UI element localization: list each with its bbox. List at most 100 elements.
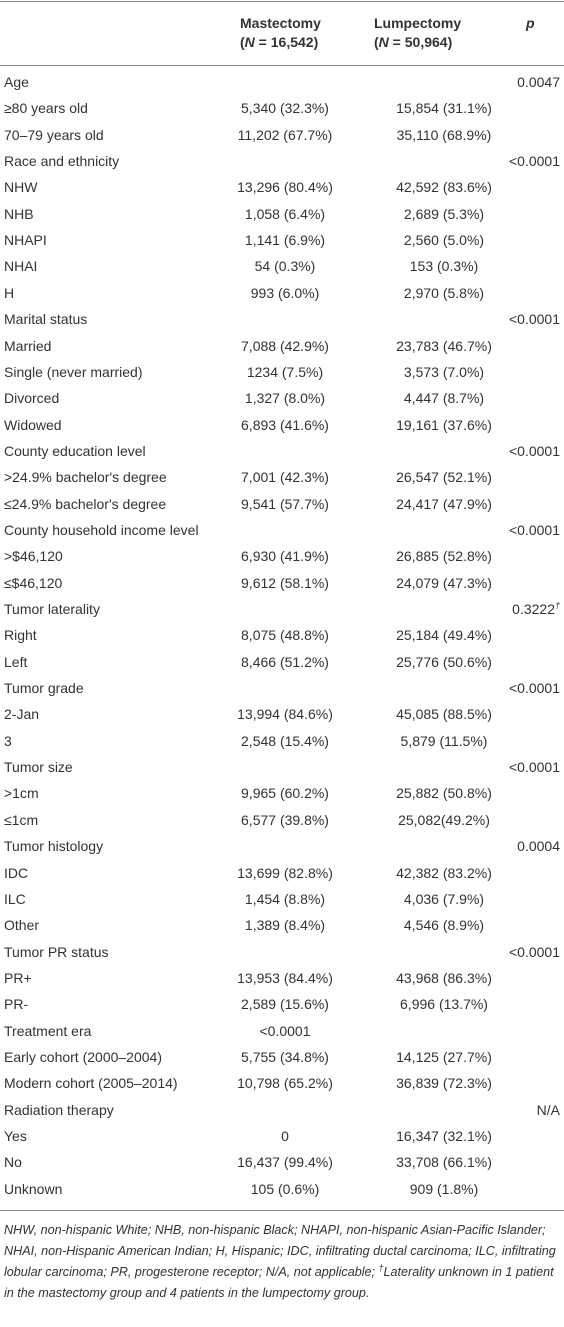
p-value: <0.0001 bbox=[509, 311, 560, 328]
cell-lumpectomy: 45,085 (88.5%) bbox=[396, 706, 492, 723]
cell-lumpectomy: 2,970 (5.8%) bbox=[403, 284, 485, 301]
cell-mastectomy: 54 (0.3%) bbox=[254, 258, 316, 275]
row-label: Other bbox=[4, 917, 40, 934]
cell-lumpectomy: 23,783 (46.7%) bbox=[396, 337, 492, 354]
cell-mastectomy: 13,953 (84.4%) bbox=[237, 969, 333, 986]
cell-mastectomy: 8,466 (51.2%) bbox=[241, 653, 329, 670]
p-value: <0.0001 bbox=[509, 521, 560, 538]
cell-mastectomy: 9,965 (60.2%) bbox=[241, 785, 329, 802]
cell-mastectomy: 13,994 (84.6%) bbox=[237, 706, 333, 723]
cell-mastectomy: <0.0001 bbox=[259, 1022, 311, 1039]
header-title: Lumpectomy bbox=[374, 15, 462, 31]
row-label: PR- bbox=[4, 996, 29, 1013]
row-label: Marital status bbox=[4, 311, 88, 328]
p-value: <0.0001 bbox=[509, 442, 560, 459]
row-label: County household income level bbox=[4, 521, 199, 538]
row-label: Unknown bbox=[4, 1180, 63, 1197]
n-symbol: N bbox=[378, 34, 389, 50]
cell-mastectomy: 105 (0.6%) bbox=[250, 1180, 320, 1197]
row-label: Treatment era bbox=[4, 1022, 92, 1039]
header-p: p bbox=[526, 15, 535, 31]
cell-lumpectomy: 26,547 (52.1%) bbox=[396, 469, 492, 486]
header-subtitle: (N = 50,964) bbox=[374, 33, 461, 52]
cell-mastectomy: 1,454 (8.8%) bbox=[244, 890, 326, 907]
cell-mastectomy: 1,058 (6.4%) bbox=[244, 205, 326, 222]
header-mastectomy: Mastectomy (N = 16,542) bbox=[240, 14, 321, 52]
p-value: <0.0001 bbox=[509, 943, 560, 960]
row-label: IDC bbox=[4, 864, 29, 881]
cell-lumpectomy: 25,776 (50.6%) bbox=[396, 653, 492, 670]
row-label: Divorced bbox=[4, 390, 60, 407]
cell-mastectomy: 1,389 (8.4%) bbox=[244, 917, 326, 934]
cell-lumpectomy: 19,161 (37.6%) bbox=[396, 416, 492, 433]
cell-mastectomy: 6,930 (41.9%) bbox=[241, 548, 329, 565]
cell-lumpectomy: 3,573 (7.0%) bbox=[403, 363, 485, 380]
row-label: ≤$46,120 bbox=[4, 574, 63, 591]
cell-p: <0.0001 bbox=[509, 306, 560, 332]
cell-lumpectomy: 25,082(49.2%) bbox=[398, 811, 490, 828]
row-label: Yes bbox=[4, 1128, 27, 1144]
row-label: 70–79 years old bbox=[4, 126, 104, 143]
cell-lumpectomy: 4,036 (7.9%) bbox=[403, 890, 485, 907]
row-label: Early cohort (2000–2004) bbox=[4, 1048, 162, 1065]
cell-mastectomy: 2,548 (15.4%) bbox=[241, 732, 329, 749]
cell-mastectomy: 5,340 (32.3%) bbox=[241, 100, 329, 117]
header-subtitle: (N = 16,542) bbox=[240, 33, 321, 52]
cell-lumpectomy: 24,417 (47.9%) bbox=[396, 495, 492, 512]
footnote-dagger: † bbox=[378, 1262, 384, 1273]
cell-lumpectomy: 24,079 (47.3%) bbox=[396, 574, 492, 591]
cell-p: 0.0047 bbox=[517, 69, 560, 95]
row-label: Tumor grade bbox=[4, 680, 84, 697]
cell-mastectomy: 11,202 (67.7%) bbox=[237, 126, 333, 143]
cell-p: <0.0001 bbox=[509, 754, 560, 780]
row-label: Tumor laterality bbox=[4, 601, 100, 617]
p-value: <0.0001 bbox=[509, 153, 560, 170]
row-label: NHB bbox=[4, 205, 34, 222]
cell-lumpectomy: 14,125 (27.7%) bbox=[396, 1048, 492, 1065]
cell-mastectomy: 9,612 (58.1%) bbox=[241, 574, 329, 591]
row-label: >$46,120 bbox=[4, 548, 63, 565]
row-label: NHAI bbox=[4, 258, 38, 275]
row-label: Single (never married) bbox=[4, 363, 143, 380]
cell-lumpectomy: 5,879 (11.5%) bbox=[400, 732, 488, 749]
cell-lumpectomy: 16,347 (32.1%) bbox=[396, 1128, 492, 1144]
header-lumpectomy: Lumpectomy (N = 50,964) bbox=[374, 14, 461, 52]
p-value: 0.0004 bbox=[517, 838, 560, 855]
cell-mastectomy: 1234 (7.5%) bbox=[246, 363, 324, 380]
cell-p: <0.0001 bbox=[509, 517, 560, 543]
row-label: 3 bbox=[4, 732, 12, 749]
cell-mastectomy: 6,577 (39.8%) bbox=[241, 811, 329, 828]
cell-lumpectomy: 42,382 (83.2%) bbox=[396, 864, 492, 881]
p-value: 0.0047 bbox=[517, 74, 560, 90]
cell-p: <0.0001 bbox=[509, 939, 560, 965]
row-label: Widowed bbox=[4, 416, 62, 433]
cell-lumpectomy: 26,885 (52.8%) bbox=[396, 548, 492, 565]
cell-lumpectomy: 25,184 (49.4%) bbox=[396, 627, 492, 644]
p-note: † bbox=[554, 600, 560, 611]
row-label: H bbox=[4, 284, 15, 301]
row-label: Right bbox=[4, 627, 37, 644]
cell-mastectomy: 5,755 (34.8%) bbox=[241, 1048, 329, 1065]
row-label: Tumor size bbox=[4, 759, 73, 776]
cell-mastectomy: 2,589 (15.6%) bbox=[241, 996, 329, 1013]
text: = 50,964) bbox=[388, 34, 453, 50]
p-value: <0.0001 bbox=[509, 759, 560, 776]
row-label: ≤1cm bbox=[4, 811, 39, 828]
cell-mastectomy: 13,296 (80.4%) bbox=[237, 179, 333, 196]
cell-p: N/A bbox=[537, 1097, 560, 1123]
text: = 16,542) bbox=[254, 34, 319, 50]
p-value: <0.0001 bbox=[509, 680, 560, 697]
cell-mastectomy: 7,088 (42.9%) bbox=[241, 337, 329, 354]
cell-mastectomy: 993 (6.0%) bbox=[250, 284, 320, 301]
cell-lumpectomy: 35,110 (68.9%) bbox=[396, 126, 492, 143]
row-label: County education level bbox=[4, 442, 146, 459]
p-value: N/A bbox=[536, 1101, 560, 1118]
cell-lumpectomy: 153 (0.3%) bbox=[409, 258, 479, 275]
row-label: NHW bbox=[4, 179, 38, 196]
row-label: ≤24.9% bachelor's degree bbox=[4, 495, 167, 512]
cell-lumpectomy: 33,708 (66.1%) bbox=[396, 1154, 492, 1171]
row-label: Tumor histology bbox=[4, 838, 104, 855]
cell-mastectomy: 1,141 (6.9%) bbox=[244, 232, 326, 249]
row-label: ILC bbox=[4, 890, 26, 907]
